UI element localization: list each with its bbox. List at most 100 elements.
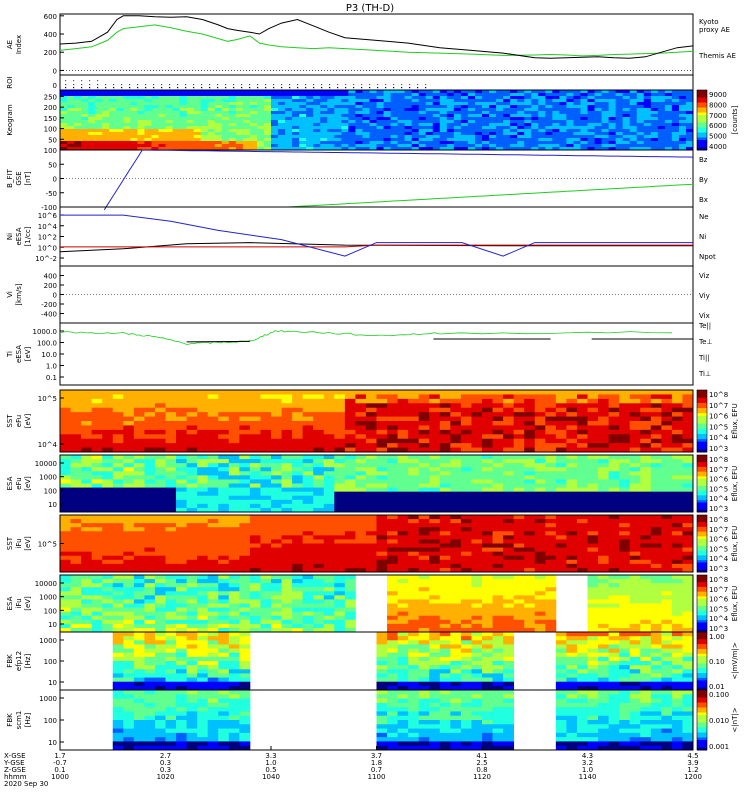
- keogram-cell: [629, 99, 638, 103]
- keogram-cell: [172, 138, 180, 142]
- keogram-cell: [256, 144, 265, 148]
- spectrogram-cell: [207, 467, 219, 472]
- spectrogram-cell: [260, 567, 272, 573]
- keogram-cell: [228, 105, 237, 109]
- keogram-cell: [383, 123, 391, 127]
- keogram-cell: [341, 144, 349, 148]
- keogram-cell: [566, 147, 574, 151]
- spectrogram-cell: [218, 599, 230, 604]
- spectrogram-cell: [492, 459, 504, 464]
- keogram-cell: [207, 108, 216, 112]
- keogram-cell: [643, 132, 652, 136]
- spectrogram-cell: [629, 438, 641, 444]
- spectrogram-cell: [439, 515, 451, 520]
- spectrogram-cell: [81, 627, 93, 633]
- spectrogram-cell: [313, 463, 325, 468]
- keogram-cell: [200, 111, 209, 115]
- spectrogram-cell: [186, 583, 198, 588]
- spectrogram-cell: [91, 583, 103, 588]
- spectrogram-cell: [91, 519, 103, 524]
- keogram-cell: [552, 141, 560, 145]
- keogram-cell: [510, 99, 518, 103]
- spectrogram-cell: [408, 479, 420, 484]
- spectrogram-cell: [387, 463, 398, 468]
- keogram-cell: [271, 117, 279, 121]
- keogram-cell: [566, 132, 574, 136]
- spectrogram-cell: [671, 487, 683, 493]
- spectrogram-cell: [228, 412, 240, 417]
- keogram-cell: [207, 132, 216, 136]
- keogram-cell: [263, 99, 272, 103]
- spectrogram-cell: [70, 531, 82, 536]
- spectrogram-cell: [650, 479, 662, 484]
- keogram-cell: [285, 105, 293, 109]
- spectrogram-cell: [661, 390, 673, 395]
- spectrogram-cell: [408, 471, 420, 476]
- spectrogram-cell: [144, 403, 156, 409]
- keogram-cell: [306, 129, 314, 133]
- keogram-cell: [460, 141, 469, 145]
- spectrogram-cell: [112, 412, 124, 417]
- keogram-cell: [566, 102, 574, 106]
- spectrogram-cell: [154, 531, 166, 536]
- spectrogram-cell: [281, 555, 293, 561]
- spectrogram-cell: [271, 523, 282, 528]
- spectrogram-cell: [239, 421, 251, 426]
- spectrogram-cell: [249, 591, 261, 596]
- spectrogram-cell: [397, 543, 409, 548]
- colorbar-label-text: [counts]: [731, 105, 739, 134]
- spectrogram-cell: [503, 507, 515, 513]
- roi-marker: [329, 87, 331, 89]
- spectrogram-cell: [260, 421, 272, 426]
- y-tick-label: 0: [53, 176, 57, 184]
- spectrogram-cell: [503, 487, 515, 493]
- keogram-cell: [503, 105, 511, 109]
- spectrogram-cell: [165, 583, 177, 588]
- keogram-cell: [671, 138, 680, 142]
- keogram-cell: [207, 144, 216, 148]
- spectrogram-cell: [397, 527, 409, 532]
- keogram-cell: [137, 108, 145, 112]
- spectrogram-cell: [313, 434, 325, 440]
- spectrogram-cell: [503, 467, 515, 472]
- keogram-cell: [383, 135, 391, 139]
- spectrogram-cell: [355, 519, 367, 524]
- colorbar-segment: [697, 95, 707, 98]
- keogram-cell: [256, 105, 265, 109]
- keogram-cell: [207, 117, 216, 121]
- spectrogram-cell: [112, 471, 124, 476]
- spectrogram-cell: [228, 434, 240, 440]
- spectrogram-cell: [176, 455, 187, 460]
- spectrogram-cell: [218, 390, 230, 395]
- spectrogram-cell: [218, 611, 230, 617]
- y-tick-label: 150: [44, 115, 57, 123]
- spectrogram-cell: [492, 434, 504, 440]
- keogram-cell: [193, 117, 202, 121]
- spectrogram-cell: [534, 455, 546, 460]
- spectrogram-cell: [197, 491, 209, 497]
- spectrogram-cell: [228, 471, 240, 476]
- spectrogram-cell: [176, 459, 187, 464]
- spectrogram-cell: [218, 623, 230, 629]
- keogram-cell: [671, 141, 680, 145]
- spectrogram-cell: [534, 443, 546, 448]
- keogram-cell: [615, 111, 624, 115]
- y-tick-label: 0.1: [46, 374, 57, 382]
- spectrogram-cell: [133, 543, 145, 548]
- keogram-cell: [474, 126, 483, 130]
- keogram-cell: [678, 123, 687, 127]
- keogram-cell: [95, 108, 103, 112]
- keogram-cell: [221, 147, 230, 151]
- spectrogram-cell: [439, 390, 451, 395]
- keogram-cell: [671, 120, 680, 124]
- keogram-cell: [664, 123, 673, 127]
- spectrogram-cell: [492, 503, 504, 509]
- keogram-cell: [74, 144, 82, 148]
- keogram-cell: [510, 108, 518, 112]
- keogram-cell: [383, 129, 391, 133]
- keogram-cell: [355, 93, 363, 97]
- keogram-cell: [95, 114, 103, 118]
- keogram-cell: [678, 132, 687, 136]
- y-axis-label-line: eESA: [15, 227, 23, 245]
- spectrogram-cell: [439, 403, 451, 409]
